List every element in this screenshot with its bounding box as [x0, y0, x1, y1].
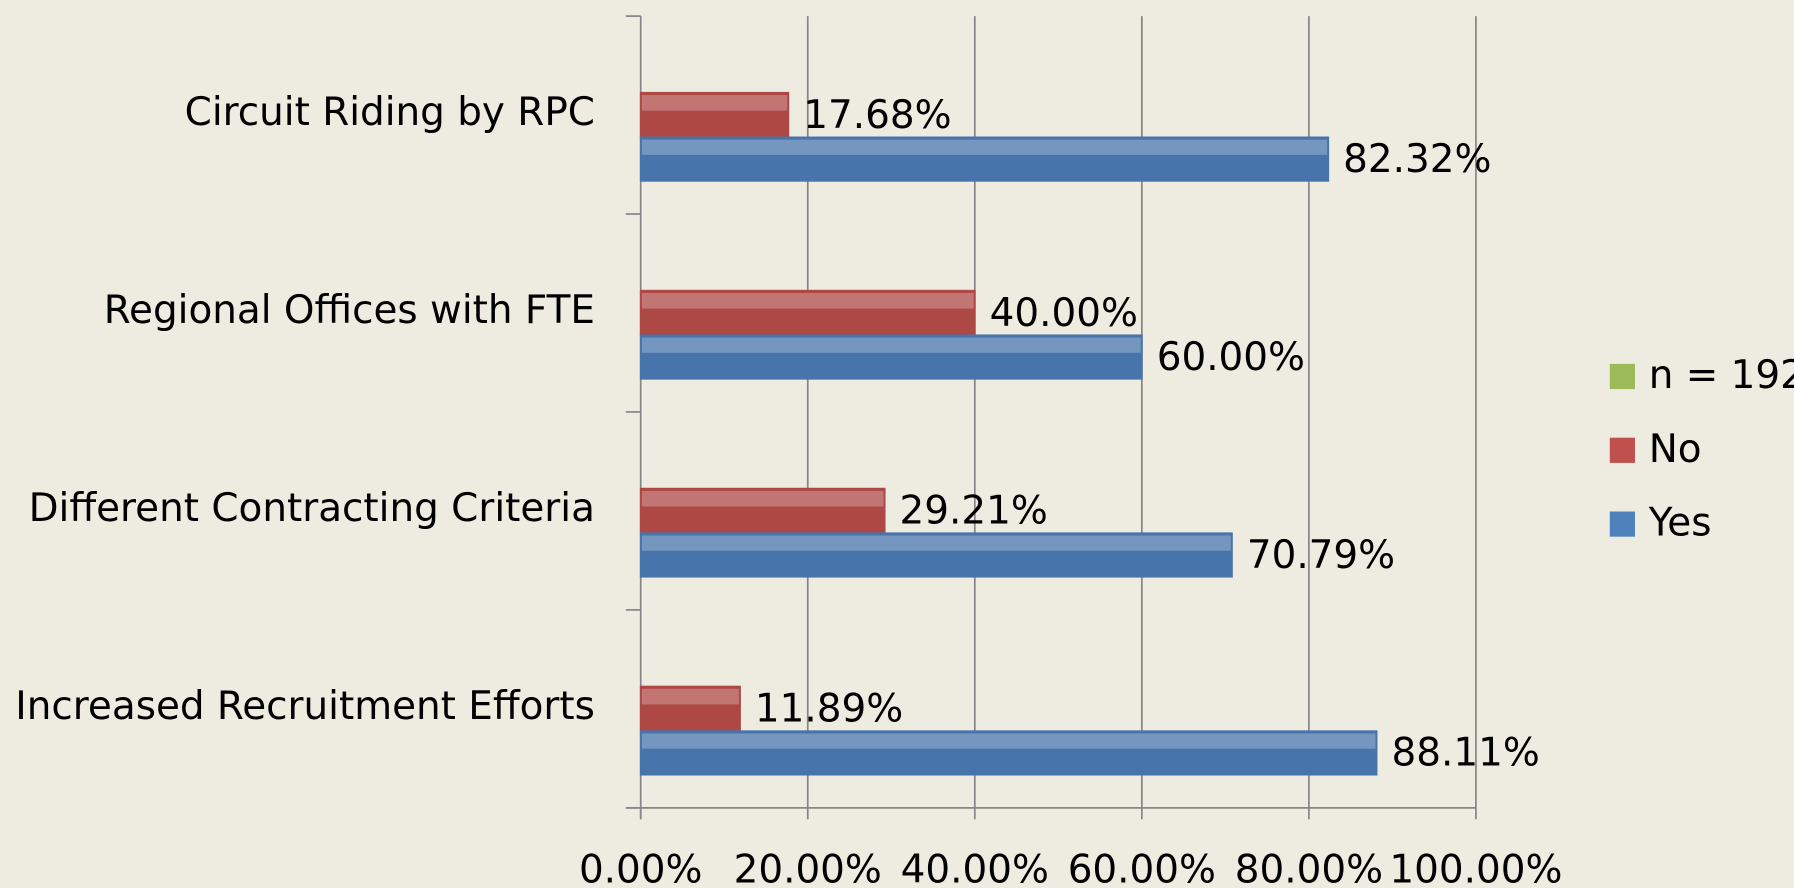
x-tick-label: 80.00% [1235, 847, 1383, 888]
legend-label: n = 192 [1649, 353, 1794, 398]
legend-label: Yes [1648, 501, 1712, 546]
value-label: 40.00% [990, 291, 1138, 336]
bar [639, 289, 976, 337]
bar-highlight [641, 535, 1231, 551]
bar-highlight [641, 139, 1328, 155]
bar-highlight [641, 292, 974, 309]
x-tick-label: 20.00% [734, 847, 882, 888]
x-tick-label: 40.00% [901, 847, 1049, 888]
category-label: Regional Offices with FTE [104, 288, 595, 333]
category-label: Different Contracting Criteria [29, 486, 595, 531]
value-label: 17.68% [803, 93, 951, 138]
legend-swatch [1609, 437, 1635, 463]
bar [639, 334, 1143, 380]
bar-highlight [641, 337, 1141, 353]
x-tick-label: 0.00% [579, 847, 703, 888]
x-tick-label: 100.00% [1389, 847, 1562, 888]
bar [639, 487, 886, 535]
category-label: Circuit Riding by RPC [185, 90, 595, 135]
legend-swatch [1609, 363, 1635, 390]
bar [639, 136, 1330, 182]
bar [639, 730, 1378, 776]
legend-label: No [1649, 427, 1702, 472]
bar [639, 91, 790, 139]
category-label: Increased Recruitment Efforts [15, 684, 595, 729]
value-label: 88.11% [1391, 731, 1539, 776]
value-label: 11.89% [755, 687, 903, 732]
bar-highlight [641, 490, 884, 507]
legend-swatch [1609, 511, 1635, 537]
value-label: 82.32% [1343, 137, 1491, 182]
x-tick-label: 60.00% [1068, 847, 1216, 888]
bar-highlight [641, 733, 1376, 749]
value-label: 29.21% [900, 489, 1048, 534]
bar [639, 685, 741, 733]
bar-highlight [641, 688, 739, 705]
bar-highlight [641, 95, 788, 111]
bar [639, 532, 1233, 578]
value-label: 60.00% [1157, 335, 1305, 380]
value-label: 70.79% [1247, 533, 1395, 578]
